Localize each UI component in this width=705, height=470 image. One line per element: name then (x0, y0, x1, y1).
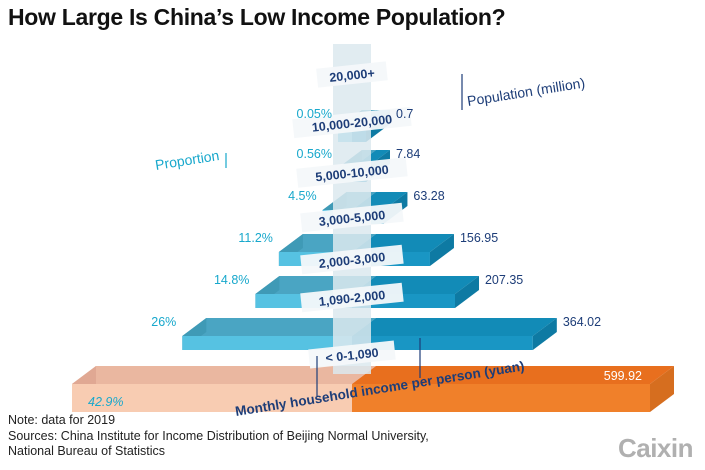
proportion-value-label: 0.56% (297, 147, 332, 161)
category-label-text: < 0-1,090 (325, 346, 379, 365)
category-label-text: 3,000-5,000 (318, 208, 386, 229)
category-label: 2,000-3,000 (300, 244, 404, 275)
proportion-bar-top (182, 318, 376, 336)
proportion-axis-label-group: Proportion (154, 147, 227, 173)
population-value-label: 599.92 (604, 369, 642, 383)
population-bar-top (352, 366, 674, 384)
category-label-box (296, 157, 408, 188)
population-bar (352, 366, 674, 412)
population-bar-side (532, 318, 557, 350)
population-bar-side (454, 276, 479, 308)
value-labels-layer: 0.05% 0.7 0.56% 7.84 4.5% 63.28 11.2% 156.95 14.… (88, 107, 642, 409)
category-label: 5,000-10,000 (296, 157, 408, 188)
chart-title: How Large Is China’s Low Income Populati… (8, 4, 506, 30)
proportion-bar (72, 366, 376, 412)
category-label: 10,000-20,000 (292, 106, 412, 139)
category-labels-layer: < 0-1,090 1,090-2,000 2,000-3,000 3,000-5,0… (292, 61, 412, 369)
population-bar-side (429, 234, 454, 266)
proportion-value-label: 11.2% (238, 231, 273, 245)
population-bar (352, 318, 557, 350)
proportion-bar-top (72, 366, 376, 384)
category-label-box (300, 244, 404, 275)
category-label-box (292, 106, 412, 139)
population-axis-label: Population (million) (466, 75, 586, 109)
population-value-label: 364.02 (563, 315, 601, 329)
category-label: 3,000-5,000 (300, 202, 404, 233)
population-value-label: 156.95 (460, 231, 498, 245)
proportion-value-label: 26% (151, 315, 176, 329)
population-bar-front (352, 336, 533, 350)
category-label-text: 1,090-2,000 (318, 288, 386, 309)
category-label: 1,090-2,000 (300, 282, 404, 313)
category-label-box (308, 340, 396, 369)
population-value-label: 7.84 (396, 147, 420, 161)
proportion-value-label: 4.5% (288, 189, 317, 203)
proportion-value-label: 42.9% (88, 395, 123, 409)
population-axis-label-group: Population (million) (461, 74, 586, 110)
category-label: 20,000+ (316, 61, 388, 88)
proportion-bar-front (182, 336, 352, 350)
category-label-box (300, 282, 404, 313)
proportion-bar (182, 318, 376, 350)
category-label: < 0-1,090 (308, 340, 396, 369)
population-bar-front (352, 384, 650, 412)
caixin-logo: Caixin (617, 433, 694, 463)
proportion-bar-front (72, 384, 352, 412)
category-label-text: 2,000-3,000 (318, 250, 386, 271)
proportion-axis-label: Proportion (154, 147, 220, 173)
population-bar-top (352, 318, 557, 336)
population-value-label: 0.7 (396, 107, 413, 121)
sources-line-2: National Bureau of Statistics (8, 444, 166, 458)
population-value-label: 207.35 (485, 273, 523, 287)
proportion-value-label: 0.05% (297, 107, 332, 121)
note-text: Note: data for 2019 (8, 413, 116, 427)
proportion-value-label: 14.8% (214, 273, 249, 287)
population-bar-side (650, 366, 674, 412)
category-label-text: 20,000+ (329, 66, 376, 85)
population-value-label: 63.28 (413, 189, 444, 203)
sources-line-1: Sources: China Institute for Income Dist… (8, 429, 429, 443)
category-label-box (300, 202, 404, 233)
category-label-box (316, 61, 388, 88)
